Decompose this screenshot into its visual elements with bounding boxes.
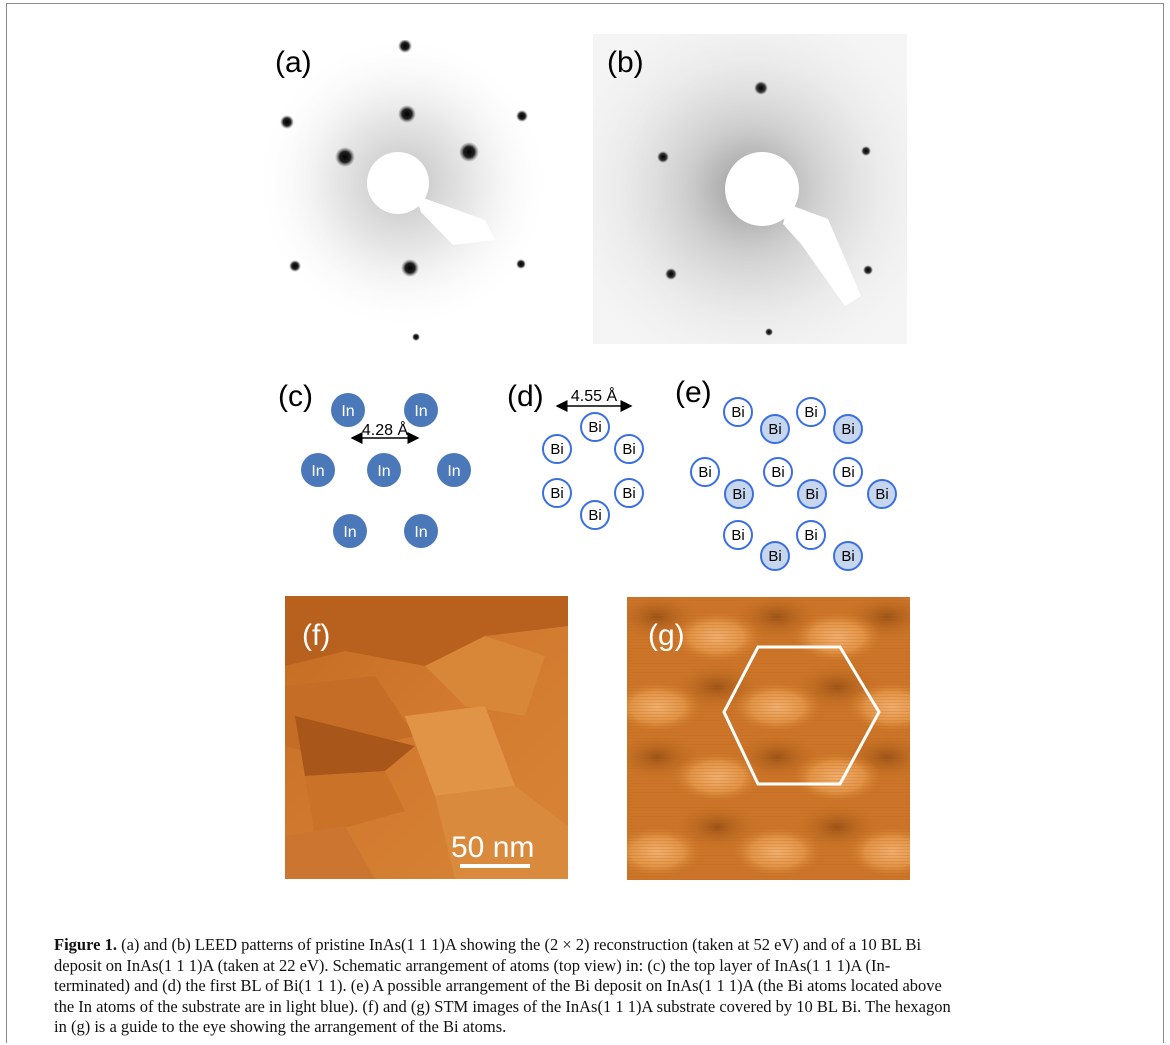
svg-text:Bi: Bi: [805, 486, 818, 503]
caption-line: in (g) is a guide to the eye showing the…: [54, 1017, 507, 1036]
hexagon-guide: [722, 645, 881, 786]
svg-text:Bi: Bi: [731, 527, 744, 544]
svg-text:Bi: Bi: [622, 485, 635, 502]
svg-text:Bi: Bi: [732, 486, 745, 503]
svg-text:Bi: Bi: [622, 441, 635, 458]
schematic-bi-bilayer: 4.55 Å Bi Bi Bi Bi Bi Bi: [535, 386, 675, 536]
stm-image-g: [612, 595, 937, 880]
caption-line: deposit on InAs(1 1 1)A (taken at 22 eV)…: [54, 955, 891, 975]
caption-line: (a) and (b) LEED patterns of pristine In…: [121, 935, 922, 954]
svg-text:Bi: Bi: [875, 486, 888, 503]
caption-title: Figure 1.: [54, 935, 117, 954]
panel-label-f: (f): [302, 619, 331, 652]
svg-text:Bi: Bi: [804, 404, 817, 421]
svg-text:Bi: Bi: [841, 548, 854, 565]
svg-text:Bi: Bi: [550, 485, 563, 502]
in-atoms: [301, 393, 471, 548]
panel-label-d: (d): [507, 380, 544, 413]
panel-label-b: (b): [607, 46, 644, 79]
svg-text:Bi: Bi: [588, 419, 601, 436]
panel-label-c: (c): [278, 380, 313, 413]
svg-text:Bi: Bi: [841, 464, 854, 481]
in-atom-label: In: [311, 463, 324, 480]
schematic-in-layer: In In In In In In In 4.28 Å: [300, 390, 500, 565]
caption-line: terminated) and (d) the first BL of Bi(1…: [54, 976, 942, 995]
schematic-bi-on-inas: Bi Bi Bi Bi Bi Bi Bi Bi Bi Bi Bi Bi Bi B…: [688, 395, 903, 580]
scale-bar: [460, 864, 530, 868]
caption-line: the In atoms of the substrate are in lig…: [54, 996, 951, 1016]
leed-pattern-b: [593, 34, 907, 344]
stm-image-f: [285, 596, 568, 879]
in-atom-label: In: [414, 524, 427, 541]
bi-distance-label: 4.55 Å: [571, 386, 618, 405]
panel-label-a: (a): [275, 46, 312, 79]
in-atom-label: In: [377, 463, 390, 480]
svg-text:Bi: Bi: [550, 441, 563, 458]
in-distance-label: 4.28 Å: [362, 420, 409, 439]
scale-bar-label: 50 nm: [451, 831, 535, 864]
in-atom-label: In: [341, 403, 354, 420]
svg-text:Bi: Bi: [588, 507, 601, 524]
svg-text:Bi: Bi: [804, 527, 817, 544]
figure-frame: [6, 3, 1164, 1043]
svg-text:Bi: Bi: [768, 548, 781, 565]
leed-pattern-a: [253, 33, 565, 352]
in-atom-label: In: [447, 463, 460, 480]
in-atom-label: In: [414, 403, 427, 420]
svg-text:Bi: Bi: [771, 464, 784, 481]
svg-text:Bi: Bi: [841, 421, 854, 438]
svg-text:Bi: Bi: [731, 404, 744, 421]
panel-label-e: (e): [675, 376, 712, 409]
panel-label-g: (g): [648, 619, 685, 652]
svg-text:Bi: Bi: [768, 421, 781, 438]
figure-caption: Figure 1. (a) and (b) LEED patterns of p…: [54, 935, 1134, 1038]
svg-text:Bi: Bi: [698, 464, 711, 481]
in-atom-label: In: [343, 524, 356, 541]
